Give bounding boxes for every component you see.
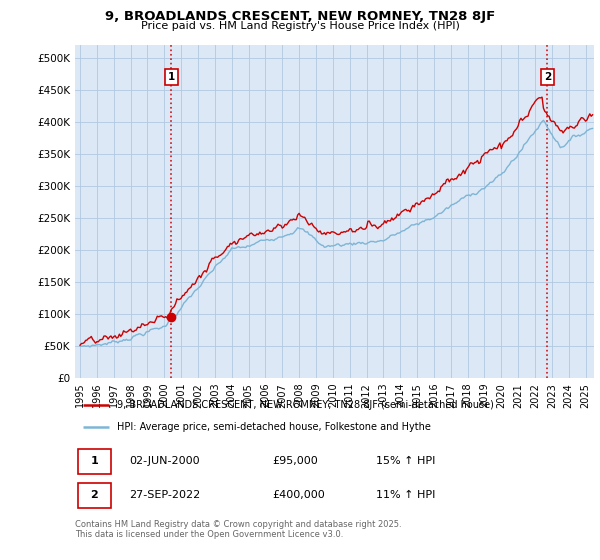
- Text: 9, BROADLANDS CRESCENT, NEW ROMNEY, TN28 8JF (semi-detached house): 9, BROADLANDS CRESCENT, NEW ROMNEY, TN28…: [116, 400, 493, 410]
- Text: £95,000: £95,000: [272, 456, 318, 466]
- Text: 9, BROADLANDS CRESCENT, NEW ROMNEY, TN28 8JF: 9, BROADLANDS CRESCENT, NEW ROMNEY, TN28…: [105, 10, 495, 23]
- Text: 02-JUN-2000: 02-JUN-2000: [130, 456, 200, 466]
- FancyBboxPatch shape: [77, 483, 112, 508]
- Text: £400,000: £400,000: [272, 491, 325, 501]
- Text: 2: 2: [91, 491, 98, 501]
- Text: 11% ↑ HPI: 11% ↑ HPI: [376, 491, 436, 501]
- Text: Price paid vs. HM Land Registry's House Price Index (HPI): Price paid vs. HM Land Registry's House …: [140, 21, 460, 31]
- Text: 2: 2: [544, 72, 551, 82]
- Text: 1: 1: [91, 456, 98, 466]
- Text: 15% ↑ HPI: 15% ↑ HPI: [376, 456, 436, 466]
- Text: Contains HM Land Registry data © Crown copyright and database right 2025.
This d: Contains HM Land Registry data © Crown c…: [75, 520, 401, 539]
- Text: 1: 1: [168, 72, 175, 82]
- Text: 27-SEP-2022: 27-SEP-2022: [130, 491, 201, 501]
- Text: HPI: Average price, semi-detached house, Folkestone and Hythe: HPI: Average price, semi-detached house,…: [116, 422, 430, 432]
- FancyBboxPatch shape: [77, 449, 112, 474]
